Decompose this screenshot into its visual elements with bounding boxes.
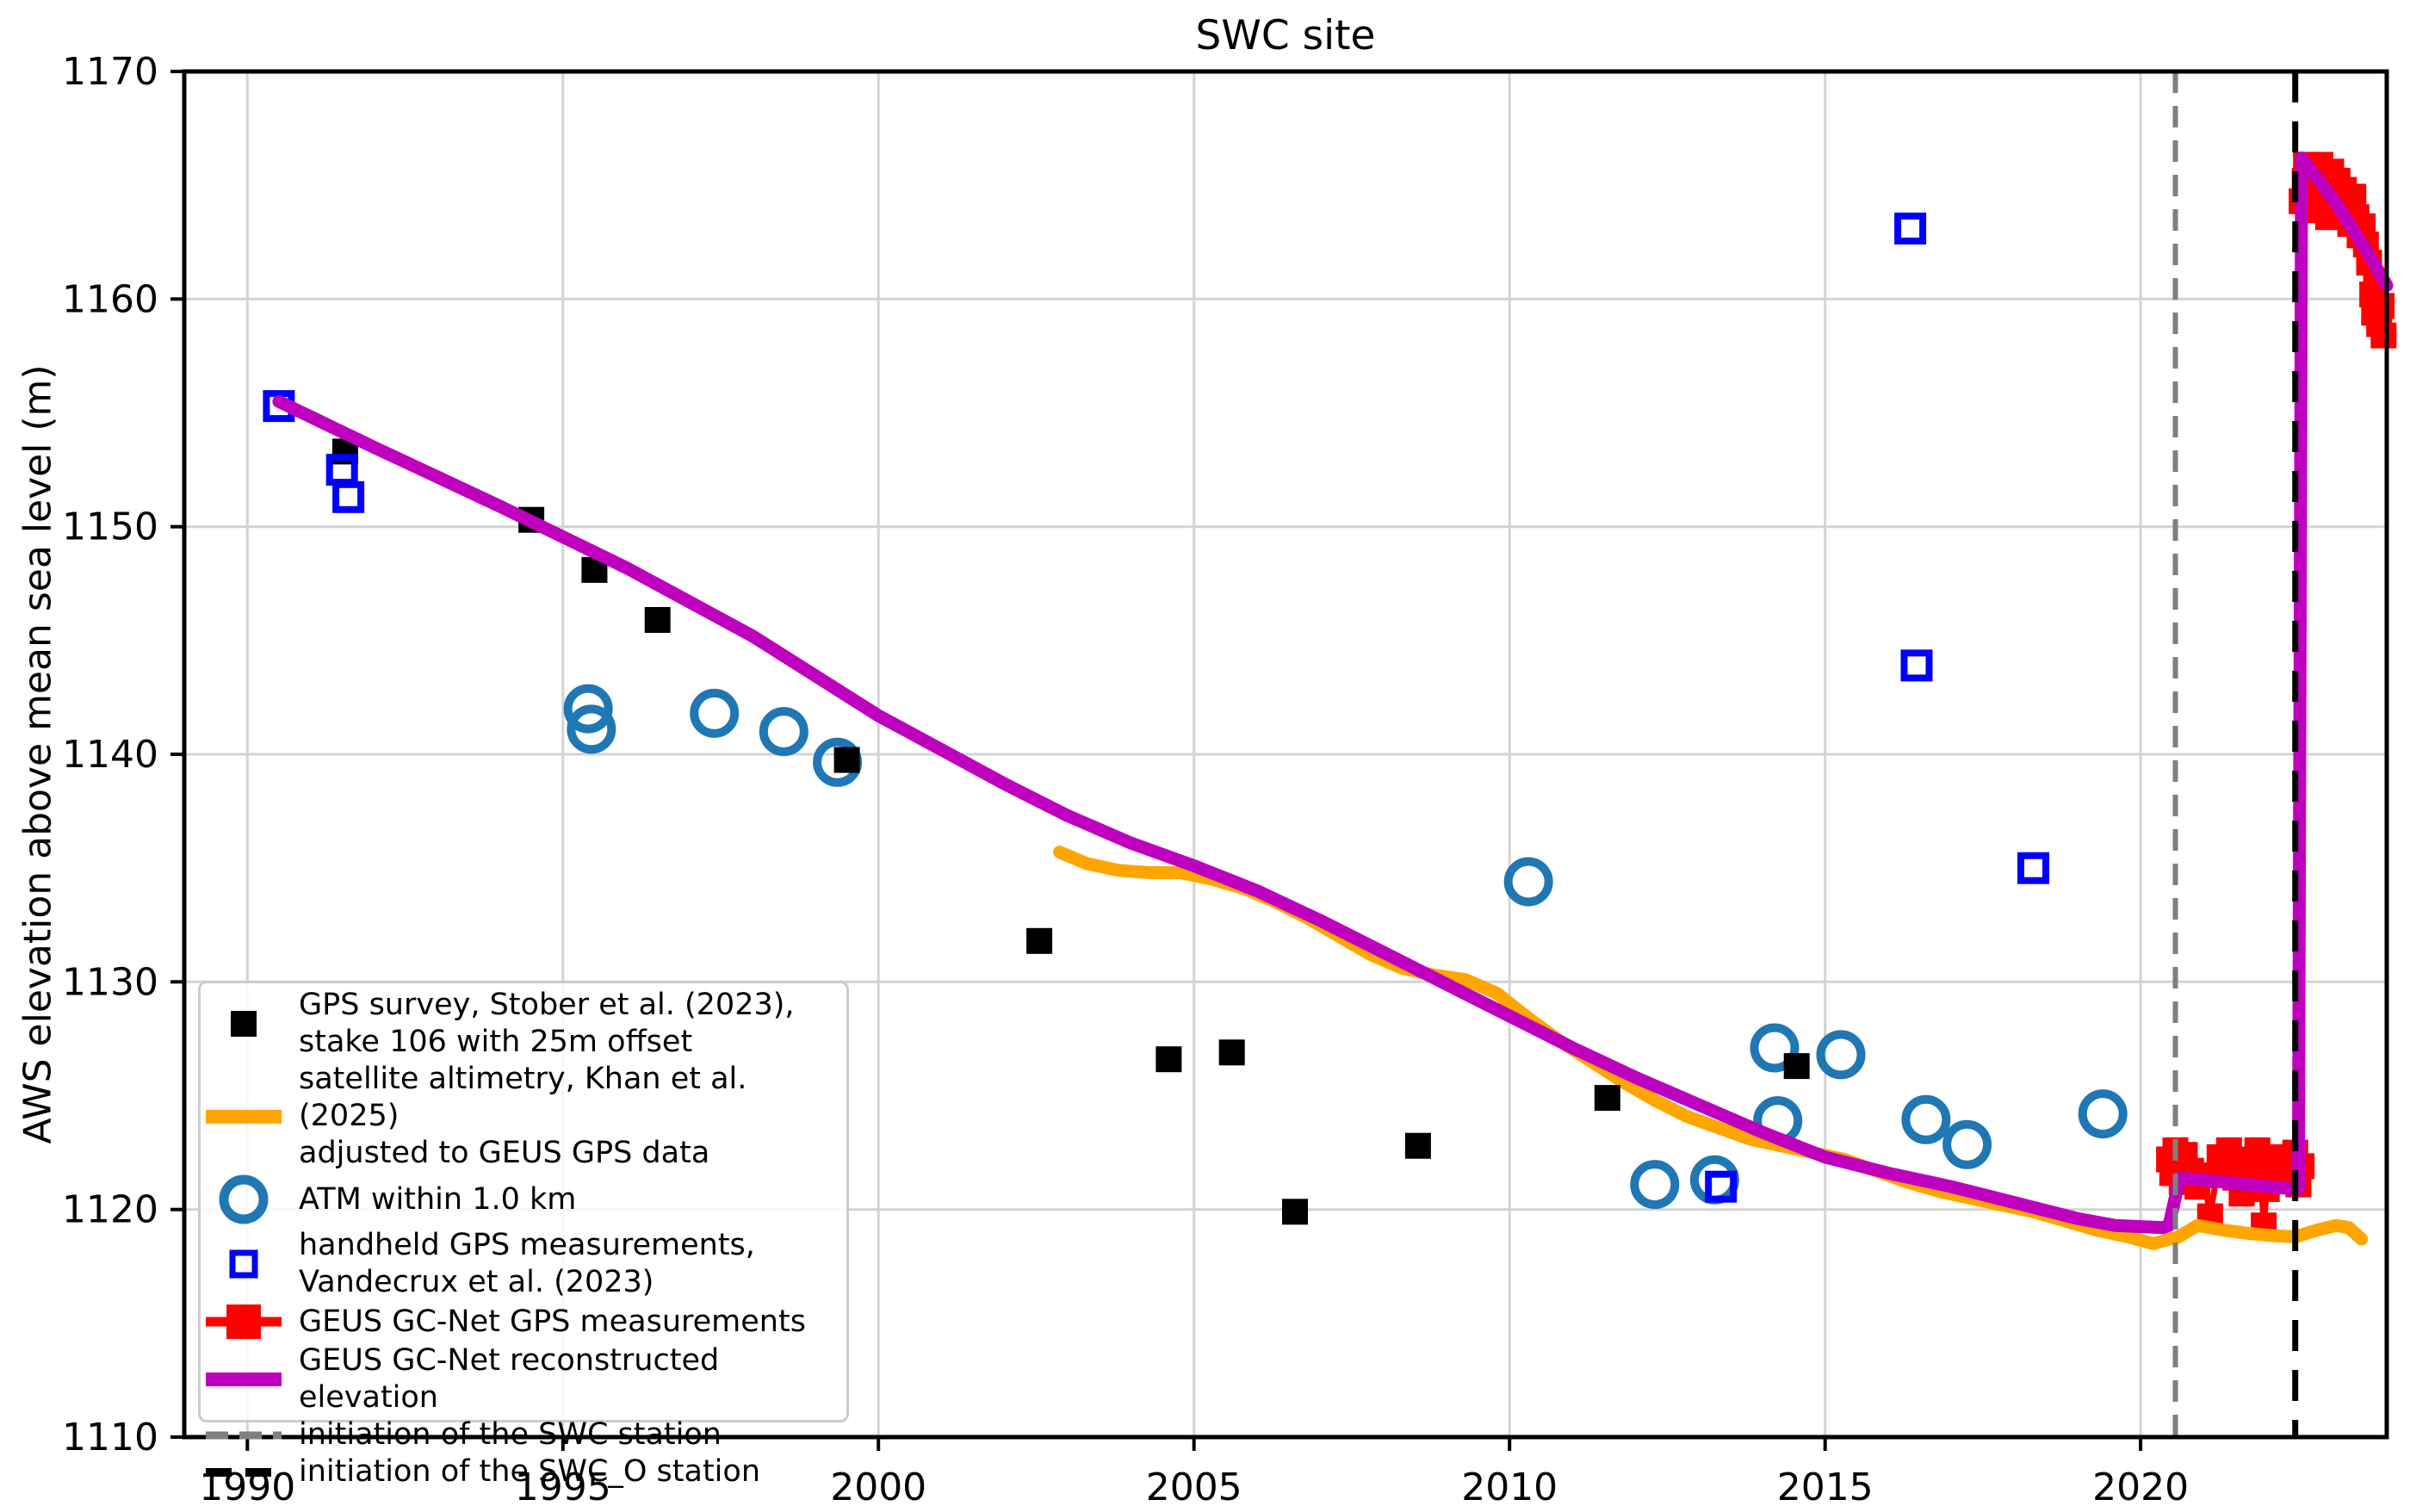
point-stober <box>1026 927 1053 954</box>
point-stober <box>1218 1039 1245 1066</box>
point-handheld <box>332 480 365 513</box>
open-circle-marker-icon <box>201 1172 287 1227</box>
point-atm <box>563 684 613 734</box>
y-tick-label: 1130 <box>62 960 158 1004</box>
y-tick-label: 1160 <box>62 277 158 321</box>
legend-label: satellite altimetry, Khan et al. (2025) … <box>299 1062 747 1170</box>
red-line-square-marker-icon <box>201 1301 287 1342</box>
point-atm <box>567 704 616 754</box>
legend-entry-gps-survey: GPS survey, Stober et al. (2023), stake … <box>201 987 846 1061</box>
point-atm <box>690 688 740 738</box>
point-stober <box>1282 1199 1308 1225</box>
point-atm <box>1750 1023 1800 1073</box>
y-tick-label: 1170 <box>62 50 158 94</box>
magenta-line-marker-icon <box>201 1369 287 1390</box>
point-handheld <box>1705 1170 1738 1203</box>
legend-entry-reconstructed: GEUS GC-Net reconstructed elevation <box>201 1342 846 1416</box>
x-tick-label: 2005 <box>1146 1466 1242 1509</box>
black-square-marker-icon <box>201 1005 287 1043</box>
point-atm <box>1503 857 1553 907</box>
gray-dashed-line-marker-icon <box>201 1430 287 1441</box>
x-tick-label: 2010 <box>1461 1466 1558 1509</box>
legend-label: initiation of the SWC station <box>299 1417 722 1452</box>
legend-entry-gcnet-gps: GEUS GC-Net GPS measurements <box>201 1301 846 1342</box>
point-stober <box>1404 1132 1431 1159</box>
point-atm <box>1901 1094 1951 1144</box>
point-stober <box>833 747 860 773</box>
point-handheld <box>2017 852 2049 884</box>
x-tick-label: 2000 <box>830 1466 926 1509</box>
x-tick-label: 2015 <box>1777 1466 1874 1509</box>
point-stober <box>1783 1053 1810 1080</box>
legend-label: initiation of the SWC_O station <box>299 1454 761 1489</box>
legend-entry-handheld-gps: handheld GPS measurements, Vandecrux et … <box>201 1227 846 1301</box>
point-gcnet_gps <box>2370 322 2397 349</box>
y-tick-label: 1140 <box>62 733 158 777</box>
point-gcnet_gps <box>2369 293 2395 319</box>
chart-title: SWC site <box>1195 12 1376 59</box>
point-atm <box>1816 1030 1866 1080</box>
point-atm <box>2078 1089 2128 1139</box>
point-atm <box>1630 1160 1680 1210</box>
point-atm <box>1942 1119 1992 1169</box>
x-tick-label: 2020 <box>2092 1466 2189 1509</box>
legend-entry-satellite-altimetry: satellite altimetry, Khan et al. (2025) … <box>201 1061 846 1172</box>
legend-label: GEUS GC-Net GPS measurements <box>299 1304 806 1339</box>
point-atm <box>1689 1155 1739 1205</box>
point-stober <box>644 607 671 633</box>
legend-label: ATM within 1.0 km <box>299 1181 577 1217</box>
y-tick-label: 1150 <box>62 505 158 549</box>
open-square-marker-icon <box>201 1245 287 1283</box>
legend-label: GPS survey, Stober et al. (2023), stake … <box>299 988 795 1059</box>
y-axis-label: AWS elevation above mean sea level (m) <box>15 364 60 1144</box>
legend-label: GEUS GC-Net reconstructed elevation <box>299 1343 720 1415</box>
x-tick-label: 1995 <box>515 1466 611 1509</box>
legend: GPS survey, Stober et al. (2023), stake … <box>198 981 849 1489</box>
y-tick-label: 1110 <box>62 1416 158 1459</box>
orange-line-marker-icon <box>201 1106 287 1127</box>
legend-entry-swc-o-initiation: initiation of the SWC_O station <box>201 1453 846 1490</box>
series-line-gcnet_gps <box>2165 161 2387 1229</box>
point-atm <box>759 707 808 757</box>
point-stober <box>1155 1046 1182 1073</box>
point-stober <box>1594 1085 1620 1112</box>
legend-entry-swc-initiation: initiation of the SWC station <box>201 1416 846 1453</box>
point-handheld <box>1900 649 1933 682</box>
legend-entry-atm: ATM within 1.0 km <box>201 1172 846 1227</box>
point-handheld <box>1894 212 1927 245</box>
black-dashed-line-marker-icon <box>201 1467 287 1478</box>
legend-label: handheld GPS measurements, Vandecrux et … <box>299 1228 755 1299</box>
y-tick-label: 1120 <box>62 1188 158 1232</box>
